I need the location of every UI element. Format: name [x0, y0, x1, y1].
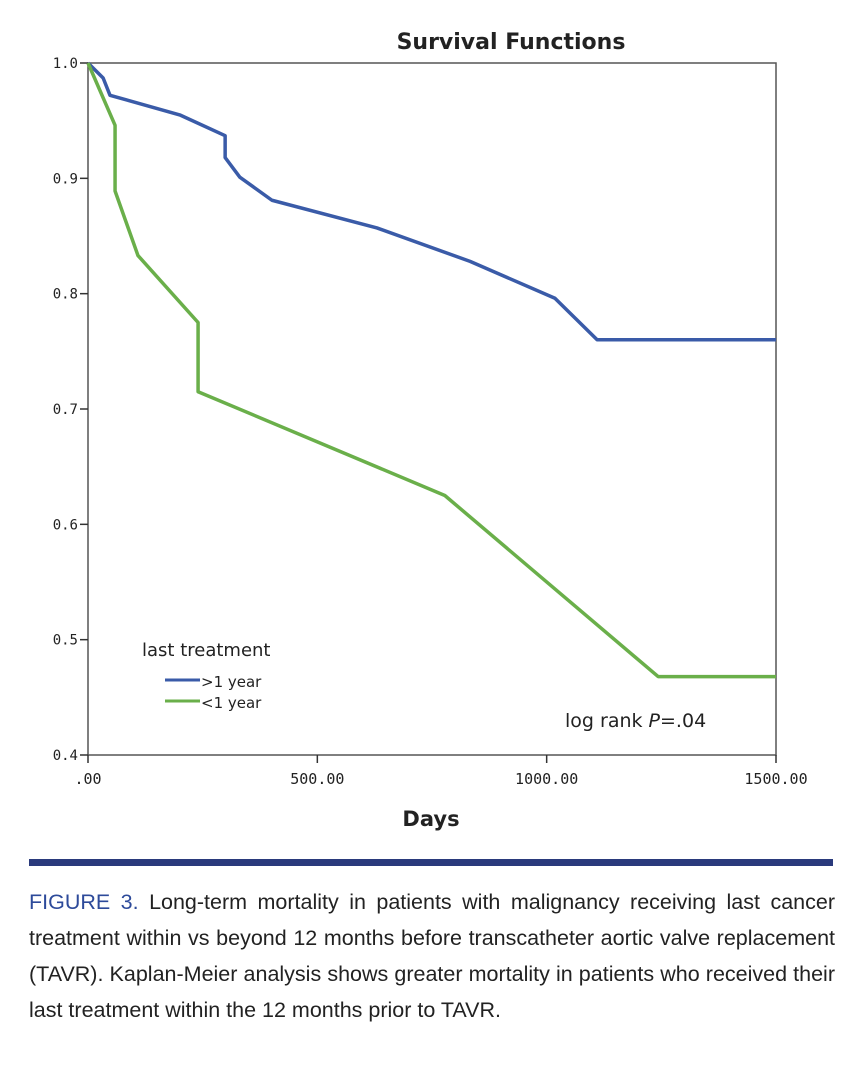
caption-text: Long-term mortality in patients with mal… — [29, 890, 835, 1022]
log-rank-annotation: log rank P=.04 — [565, 710, 706, 732]
x-tick-label: 500.00 — [290, 770, 344, 788]
x-axis-label: Days — [402, 807, 459, 831]
x-tick-label: 1500.00 — [744, 770, 807, 788]
survival-curve-lt1-year — [86, 62, 776, 679]
figure-caption: FIGURE 3. Long-term mortality in patient… — [29, 884, 835, 1028]
caption-rule — [29, 859, 833, 866]
y-tick-label: 0.9 — [53, 171, 78, 187]
y-tick-label: 1.0 — [53, 56, 78, 72]
x-tick-label: .00 — [74, 770, 101, 788]
legend-label-lt1: <1 year — [201, 694, 262, 712]
y-tick-label: 0.6 — [53, 517, 78, 533]
y-tick-label: 0.5 — [53, 633, 78, 649]
legend-label-gt1: >1 year — [201, 673, 262, 691]
survival-curve-gt1-year — [86, 61, 776, 342]
figure-label: FIGURE 3. — [29, 890, 139, 914]
x-tick-label: 1000.00 — [515, 770, 578, 788]
legend-title: last treatment — [142, 640, 271, 661]
y-tick-label: 0.4 — [53, 748, 78, 764]
y-tick-label: 0.7 — [53, 402, 78, 418]
y-tick-label: 0.8 — [53, 287, 78, 303]
survival-chart: Survival Functions .00 500.00 1000.00 1500.… — [53, 30, 808, 831]
chart-title: Survival Functions — [397, 30, 626, 55]
